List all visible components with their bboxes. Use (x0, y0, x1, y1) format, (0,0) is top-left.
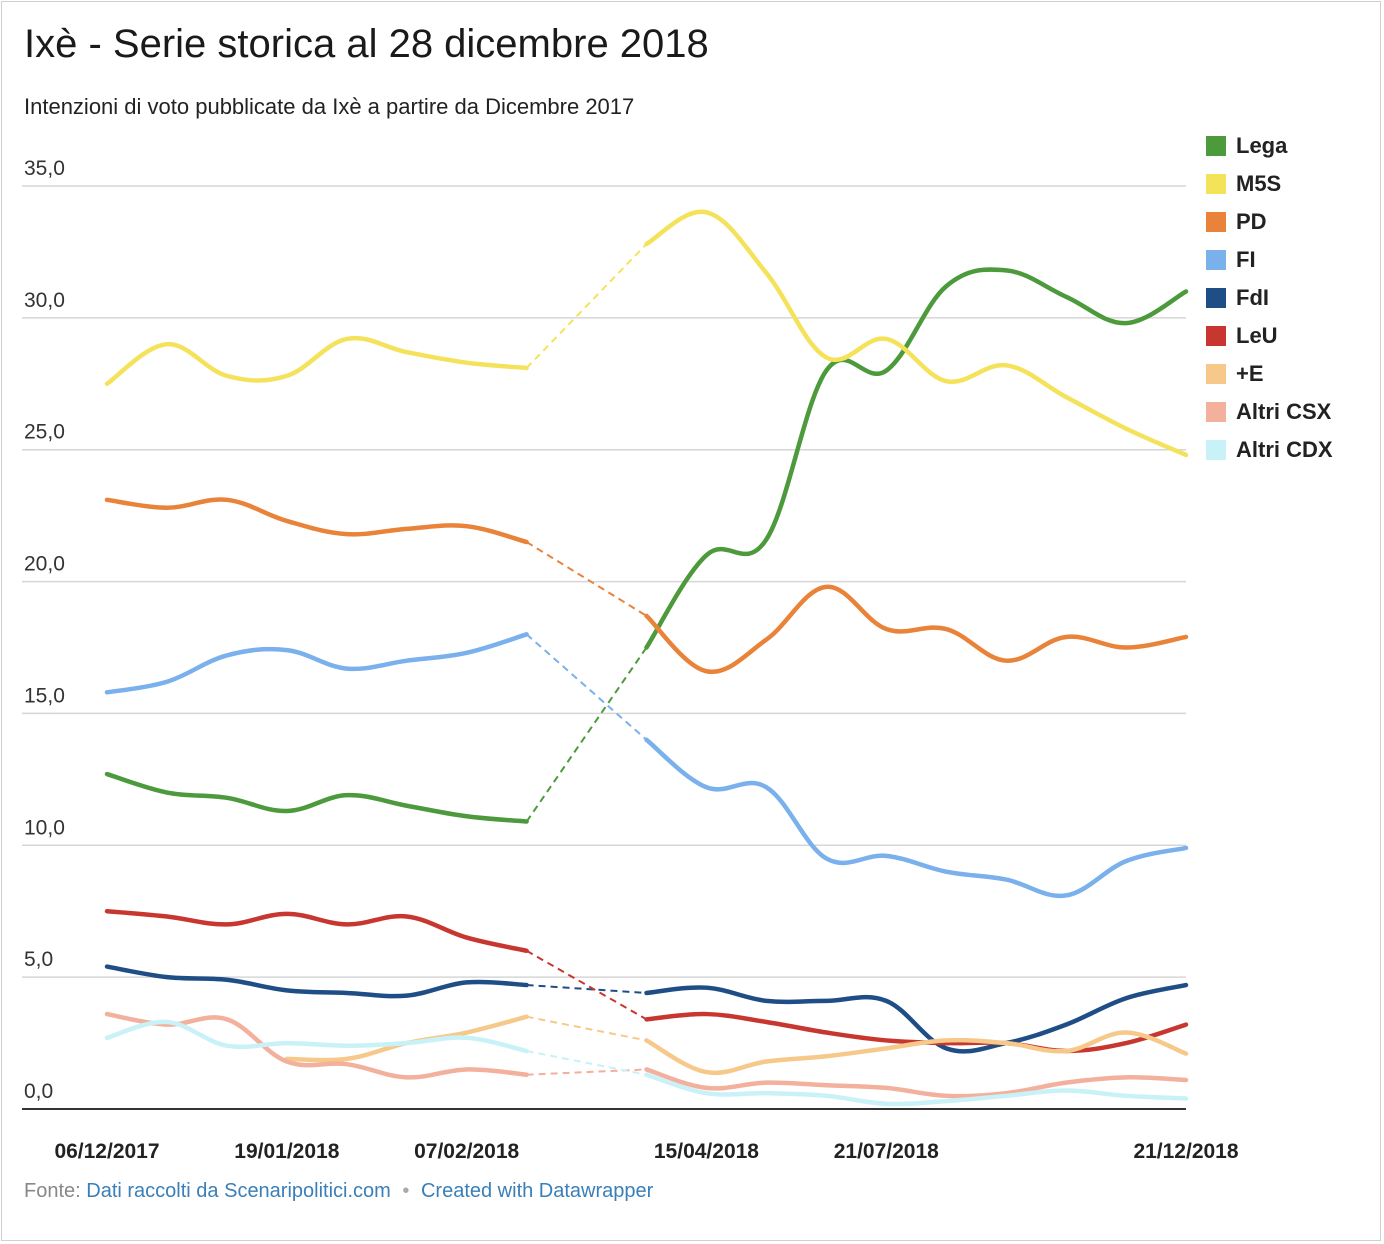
legend-swatch (1206, 288, 1226, 308)
x-tick-label: 21/12/2018 (1133, 1140, 1238, 1163)
legend-item: LeU (1206, 317, 1333, 355)
series-line-m5s (104, 335, 529, 387)
x-tick-label: 06/12/2017 (54, 1140, 159, 1163)
legend-label: +E (1236, 361, 1264, 386)
series-line-fdi (104, 964, 529, 999)
series-gap-connector-pd (526, 541, 648, 617)
legend-swatch (1206, 440, 1226, 460)
y-tick-label: 35,0 (24, 157, 65, 180)
series-line-e (644, 1030, 1189, 1076)
series-line-lega (104, 771, 529, 824)
y-tick-label: 10,0 (24, 816, 65, 839)
series-gap-connector-fi (525, 633, 648, 741)
legend-item: Altri CDX (1206, 431, 1333, 469)
source-footer: Fonte: Dati raccolti da Scenaripolitici.… (24, 1180, 653, 1203)
series-line-altri-cdx (644, 1072, 1189, 1107)
series-line-pd (104, 497, 529, 545)
legend-swatch (1206, 174, 1226, 194)
series-line-leu (104, 908, 529, 954)
legend-label: Altri CDX (1236, 437, 1333, 462)
series-line-e (284, 1014, 529, 1063)
series-gap-connector-fdi (526, 984, 647, 994)
y-tick-label: 30,0 (24, 289, 65, 312)
y-tick-label: 25,0 (24, 421, 65, 444)
y-tick-label: 5,0 (24, 948, 53, 971)
x-tick-label: 15/04/2018 (654, 1140, 759, 1163)
series-line-pd (644, 584, 1189, 675)
series-line-altri-cdx (104, 1019, 529, 1054)
y-tick-label: 15,0 (24, 684, 65, 707)
series-line-lega (644, 267, 1189, 650)
series-line-fi (644, 737, 1189, 899)
legend-label: FI (1236, 247, 1256, 272)
datawrapper-credit-link[interactable]: Created with Datawrapper (420, 1180, 654, 1202)
x-tick-label: 21/07/2018 (834, 1140, 939, 1163)
y-tick-label: 20,0 (24, 553, 65, 576)
legend-swatch (1206, 250, 1226, 270)
series-line-fi (104, 632, 529, 695)
legend-swatch (1206, 212, 1226, 232)
legend-swatch (1206, 364, 1226, 384)
legend-swatch (1206, 402, 1226, 422)
chart-subtitle: Intenzioni di voto pubblicate da Ixè a p… (24, 94, 635, 119)
source-link[interactable]: Dati raccolti da Scenaripolitici.com (86, 1180, 391, 1202)
legend-item: M5S (1206, 165, 1333, 203)
series-line-altri-csx (644, 1067, 1189, 1099)
legend-label: FdI (1236, 285, 1269, 310)
legend-swatch (1206, 136, 1226, 156)
x-tick-label: 07/02/2018 (414, 1140, 519, 1163)
x-tick-label: 19/01/2018 (234, 1140, 339, 1163)
series-gap-connector-lega (525, 646, 648, 823)
legend-label: LeU (1236, 323, 1278, 348)
series-gap-connector-leu (526, 949, 647, 1021)
series-line-m5s (644, 209, 1189, 458)
legend-item: Altri CSX (1206, 393, 1333, 431)
series-line-fdi (644, 982, 1189, 1054)
legend-label: M5S (1236, 171, 1282, 196)
chart-title: Ixè - Serie storica al 28 dicembre 2018 (24, 22, 709, 66)
series-gap-connector-altri-csx (526, 1068, 647, 1076)
legend-item: Lega (1206, 127, 1333, 165)
legend-item: FI (1206, 241, 1333, 279)
series-gap-connector-m5s (525, 243, 648, 369)
chart-legend: Lega M5S PD FI FdI LeU +E Altri CSX Altri CDX (1206, 127, 1333, 469)
legend-item: FdI (1206, 279, 1333, 317)
legend-label: Lega (1236, 133, 1288, 158)
legend-label: PD (1236, 209, 1267, 234)
series-gap-connector-e (526, 1015, 647, 1042)
source-prefix: Fonte: (24, 1180, 81, 1202)
y-tick-label: 0,0 (24, 1080, 53, 1103)
footer-separator: • (402, 1180, 410, 1202)
legend-item: +E (1206, 355, 1333, 393)
legend-swatch (1206, 326, 1226, 346)
legend-item: PD (1206, 203, 1333, 241)
legend-label: Altri CSX (1236, 399, 1332, 424)
series-gap-connector-altri-cdx (526, 1050, 647, 1076)
